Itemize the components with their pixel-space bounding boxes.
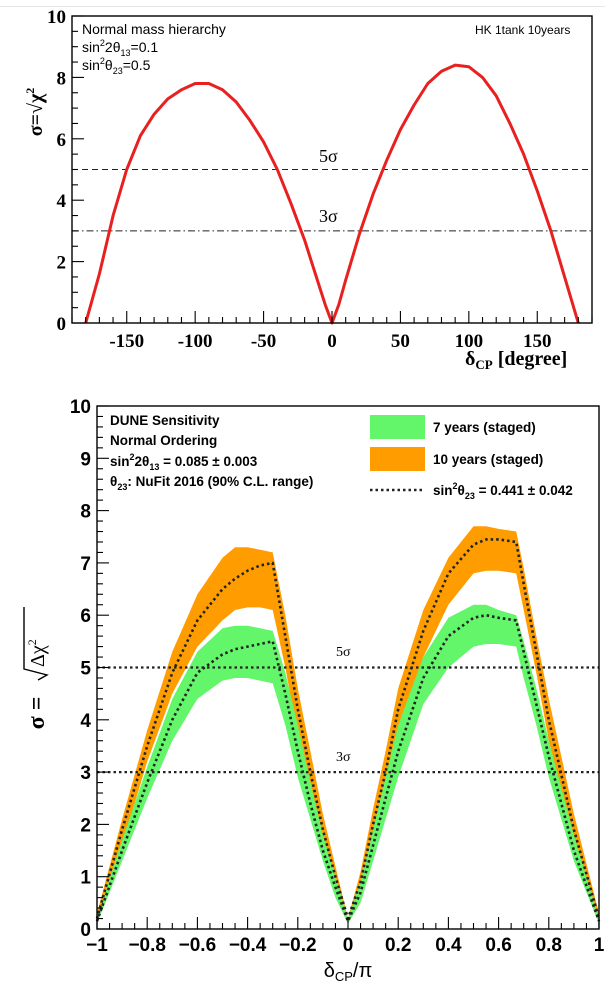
hk-5sigma-label: 5σ [319,146,338,166]
y-tick-label: 4 [57,191,67,212]
legend-label-central: sin2θ23 = 0.441 ± 0.042 [433,481,573,501]
x-tick-label: −0.2 [279,935,317,956]
hk-plot-frame [71,15,593,324]
hk-annotation-theta23: sin2θ23=0.5 [82,56,151,76]
dune-plot-frame [96,405,600,930]
legend-swatch-10years [370,447,425,471]
y-tick-label: 4 [80,711,91,732]
y-tick-label: 3 [80,763,91,784]
hk-y-axis-label: σ=√χ2 [23,88,47,137]
x-tick-label: 0 [343,935,354,956]
y-tick-label: 0 [57,314,67,335]
hk-annotation-hierarchy: Normal mass hierarchy [82,21,226,37]
dune-plot-area: −1 −0.8 −0.6 −0.4 −0.2 0 0.2 0.4 0.6 0.8 101234567… [70,397,605,956]
x-tick-label: 0 [327,331,337,352]
x-tick-label: 150 [523,331,552,352]
dune-5sigma-label: 5σ [336,645,351,660]
x-tick-label: −0.4 [229,935,267,956]
y-tick-label: 5 [80,659,91,680]
dune-sensitivity-chart: −1 −0.8 −0.6 −0.4 −0.2 0 0.2 0.4 0.6 0.8 101234567… [23,397,605,984]
y-tick-label: 9 [80,449,91,470]
x-tick-label: 1 [594,935,605,956]
y-tick-label: 2 [80,815,91,836]
y-tick-label: 1 [80,868,91,889]
svg-text:Δχ2: Δχ2 [25,639,49,667]
svg-text:σ =: σ = [24,697,50,730]
y-tick-label: 6 [57,130,67,151]
dune-x-axis-label: δCP/π [324,960,373,984]
y-tick-label: 0 [80,920,91,941]
y-tick-label: 8 [80,502,91,523]
x-tick-label: -150 [109,331,144,352]
hk-plot-area: -150 -100 -50 0 50 100 150 0 2 4 6 8 10 [47,7,593,352]
y-tick-label: 7 [80,554,91,575]
x-tick-label: −0.6 [179,935,217,956]
x-tick-label: −0.8 [128,935,166,956]
x-tick-label: 0.4 [435,935,462,956]
dune-legend: 7 years (staged) 10 years (staged) sin2θ… [370,415,573,501]
dune-annotation-theta23: θ23: NuFit 2016 (90% C.L. range) [110,474,313,492]
dune-annotation-theta13: sin22θ13 = 0.085 ± 0.003 [110,452,258,472]
series-line-0 [84,63,580,325]
top-divider [0,6,605,7]
x-tick-label: -100 [178,331,213,352]
series-line-3 [95,613,601,923]
x-tick-label: 0.6 [485,935,511,956]
y-tick-label: 2 [57,253,67,274]
dune-3sigma-label: 3σ [336,750,351,765]
x-tick-label: 100 [455,331,484,352]
y-tick-label: 6 [80,606,91,627]
y-tick-label: 10 [70,397,91,418]
y-tick-label: 10 [47,7,66,28]
hk-sensitivity-chart: -150 -100 -50 0 50 100 150 0 2 4 6 8 10 Normal mass … [23,7,593,372]
x-tick-label: 50 [391,331,410,352]
legend-label-7years: 7 years (staged) [433,420,536,435]
hk-3sigma-label: 3σ [319,206,338,226]
x-tick-label: 0.8 [536,935,562,956]
legend-label-10years: 10 years (staged) [433,452,543,467]
dune-annotation-ordering: Normal Ordering [110,433,217,448]
x-tick-label: −1 [86,935,108,956]
y-tick-label: 8 [57,68,67,89]
dune-annotation-title: DUNE Sensitivity [110,413,220,428]
legend-swatch-7years [370,415,425,439]
hk-annotation-theta13: sin22θ13=0.1 [82,38,158,58]
dune-y-axis-label: σ = Δχ2 [23,607,50,730]
x-tick-label: -50 [251,331,276,352]
hk-corner-label: HK 1tank 10years [475,23,570,37]
x-tick-label: 0.2 [385,935,411,956]
